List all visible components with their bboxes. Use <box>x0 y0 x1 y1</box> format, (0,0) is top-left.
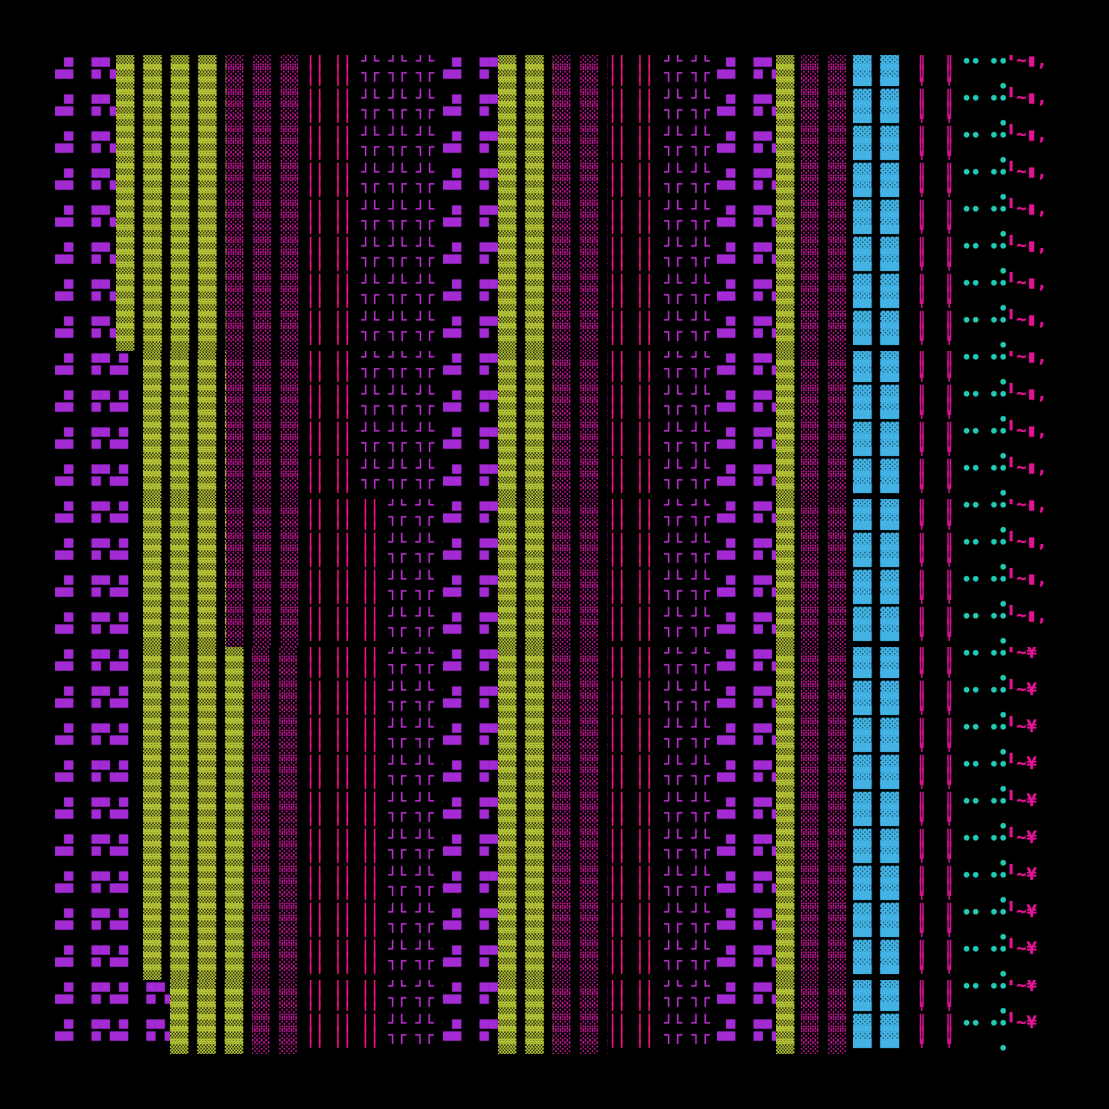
art-band-dither_blue: ▓▓ ▓▓ ▓▓ ▓▓ ▀▀ ▀▀ ▓▓ ▓▓ ▓▓ ▓▓ ▀▀ ▀▀ ▓▓ ▓… <box>853 647 899 980</box>
art-band-bars_single: ││ ││ ││ ││ ││ ││ ╵╵ ╵╵ ╵╵ ││ ││ ││ ││ │… <box>306 647 380 980</box>
art-band-bars_single: ││ ││ │ ││ ││ │ ╵╵ ╵╵ ╵ ││ ││ │ ││ ││ │ … <box>608 351 664 499</box>
art-band-crosses: ┘└ ┘└ ┘└ ┐┌ ┐┌ ┐┌ ┘└ ┘└ ┘└ ┐┌ ┐┌ ┐┌ ┘└ ┘… <box>361 351 435 490</box>
art-band-dither_sparse: ░░ ░░ ░░ ░░ ░░ ░░ ░░ ░░ ░░ ░░ ░░ ░░ ░░ ░… <box>226 55 300 351</box>
art-band-checker: ■ ■■ ■■ ■ ■ ■ ■ ■ ■ ■ ■ ■ ■ ■■ ■ ■ ■ ■ ■ ■ ■… <box>443 351 498 490</box>
art-band-dither_sparse: ░░ ░░ ░ ░░ ░░ ░ ░░ ░░ ░ ░░ ░░ ░ ░░ ░░ ░ … <box>553 647 608 980</box>
art-band-dither_sparse: ░░ ░░ ░░ ░░ ░░ ░░ ░░ ░░ ░░ ░░ ░░ ░░ ░░ ░… <box>226 351 300 499</box>
art-band-crosses: ┘└ ┘└ ┐┌ ┐┌ ┘└ ┘└ ┐┌ ┐┌ ┘└ ┘└ ┐┌ ┐┌ ┘└ ┘… <box>664 55 710 342</box>
art-band-tilde_a: ╹~▮, ╹~▮, ╹~▮, ╹~▮, ╹~▮, ╹~▮, ╹~▮, ╹~▮, <box>1006 55 1047 330</box>
art-band-bars_double: ║ ║ ║ ║ ╵ ╵ ║ ║ ║ ║ ╵ ╵ <box>917 980 954 1054</box>
art-band-checker: ■ ■■ ■■ ■ ■ ■ ■ ■ ■ ■ ■ ■ ■ ■■ ■ ■ ■ ■ ■ ■ ■… <box>443 499 498 638</box>
art-band-dither_blue: ▓▓ ▓▓ ▓▓ ▓▓ ▀▀ ▀▀ ▓▓ ▓▓ ▓▓ ▓▓ ▀▀ ▀▀ ▓▓ ▓… <box>853 351 899 499</box>
art-band-checker: ■ ■■ ■■ ■ ■ ■ ■ ■ ■ ■ ■ ■ ■ ■■ ■ ■ ■ ■ ■ ■ ■… <box>717 499 776 638</box>
art-band-dither_yellow: ▒▒ ▒▒ ▒▒ ▒ ▒ ▒ ▒ ▒ ▒ ▒ ▒ ▒▒ ▒▒ ▒▒ ▒ ▒ ▒ ▒ ▒ ▒… <box>143 351 226 499</box>
art-band-bars_double: ║ ║ ║ ║ ╵ ╵ ║ ║ ║ ║ ╵ ╵ ║ ║ ║ ║ ╵ ╵ ║ ║ … <box>917 647 954 980</box>
art-band-crosses: ┘└ ┘└ ┐┌ ┐┌ ┘└ ┘└ ┐┌ ┐┌ ┘└ ┘└ ┐┌ ┐┌ ┘└ ┘… <box>664 499 710 638</box>
art-band-checker: ■ ■■ ■ ■■ ■■ ■ ■■ ■ ■ ■ ■ ■ ■ ■ ■ ■ ■ ■ ■ ■ … <box>55 980 170 1045</box>
art-band-dither_yellow: ▒▒ ▒▒ ▒▒ ▒▒ ▒ ▒ ▒ ▒ ▒ ▒ ▒ ▒ ▒ ▒ ▒▒ ▒▒ ▒▒ ▒▒ … <box>116 55 226 351</box>
art-band-bars_single: ││ ││ │ ││ ││ │ ╵╵ ╵╵ ╵ ││ ││ │ ││ ││ │ … <box>306 55 361 351</box>
art-band-tilde_b: ╹~¥ ╹~¥ <box>1006 980 1037 1033</box>
art-band-dither_sparse: ░░ ░░ ░░ ░░ ░░ ░░ ░░ ░░ ░░ ░░ ░░ ░░ ░░ ░… <box>801 499 847 647</box>
art-band-bars_single: ││ ││ │ ││ ││ │ ╵╵ ╵╵ ╵ ││ ││ │ ││ ││ │ … <box>608 980 664 1054</box>
art-band-crosses: ┘└ ┘└ ┘ ┐┌ ┐┌ ┐ ┘└ ┘└ ┘ ┐┌ ┐┌ ┐ ┘└ ┘└ ┘ … <box>388 647 443 971</box>
art-band-checker: ■ ■■ ■ ■■ ■ ■■ ■ ■■ ■ ■■ ■ ■■ ■ ■■ ■ ■■ … <box>55 499 129 638</box>
art-band-bars_double: ║ ║ ║ ║ ╵ ╵ ║ ║ ║ ║ ╵ ╵ ║ ║ ║ ║ ╵ ╵ ║ ║ … <box>917 499 954 647</box>
art-band-checker: ■ ■■ ■ ■■ ■ ■■ ■ ■■ ■ ■■ ■ ■■ ■ ■■ ■ ■■ … <box>55 647 129 971</box>
art-band-dither_yellow: ▒▒ ▒▒ ▒ ▒▒ ▒▒ ▒ ▒▒ ▒▒ ▒ ▒▒ ▒▒ ▒ ▒▒ ▒▒ ▒ … <box>498 499 553 647</box>
art-band-dither_sparse: ░░ ░░ ░░ ░░ ░░ ░░ ░░ ░░ ░░ ░░ ░░ ░░ <box>252 980 298 1054</box>
art-band-dither_sparse: ░░ ░░ ░░ ░░ ░░ ░░ ░░ ░░ ░░ ░░ ░░ ░░ ░░ ░… <box>801 647 847 980</box>
art-band-dots: ∙∙ ∙∙ ∙ ∙∙ ∙∙ ∙ ∙∙ ∙∙ ∙ ∙∙ ∙∙ ∙ <box>962 351 1006 499</box>
art-band-bars_single: ││ ││ │ ││ ││ │ ╵╵ ╵╵ ╵ ││ ││ │ ││ ││ │ … <box>608 647 664 980</box>
art-band-dither_sparse: ░░ ░░ ░░ ░░ ░░ ░░ ░░ ░░ ░░ ░░ ░░ ░░ ░░ ░… <box>801 55 847 351</box>
art-band-dither_sparse: ░░ ░░ ░░ ░░ ░░ ░░ ░░ ░░ ░░ ░░ ░░ ░░ ░░ ░… <box>226 499 300 647</box>
art-band-dither_sparse: ░░ ░░ ░░ ░░ ░░ ░░ ░░ ░░ ░░ ░░ ░░ ░░ ░░ ░… <box>252 647 298 980</box>
art-band-bars_double: ║ ║ ║ ║ ╵ ╵ ║ ║ ║ ║ ╵ ╵ ║ ║ ║ ║ ╵ ╵ ║ ║ … <box>917 351 954 499</box>
art-band-dither_yellow: ▒▒ ▒▒ ▒▒ ▒▒ ▒▒ ▒▒ ▒▒ ▒▒ ▒▒ ▒▒ ▒▒ ▒▒ <box>776 499 795 647</box>
art-band-checker: ■ ■■ ■■ ■ ■ ■ ■■ ■■ ■ ■ <box>443 980 498 1045</box>
art-band-dots: ∙∙ ∙∙ ∙ ∙ ∙ ∙ ∙ ∙ ∙∙ ∙∙ ∙ ∙ ∙ ∙ ∙ ∙ ∙∙ ∙∙ ∙ … <box>962 647 1006 980</box>
art-band-checker: ■ ■■ ■■ ■ ■ ■ ■ ■ ■ ■ ■ ■ ■ ■■ ■ ■ ■ ■ ■ ■ ■… <box>717 351 776 490</box>
art-band-crosses: ┘└ ┘└ ┘ ┐┌ ┐┌ ┐ ┘└ ┘└ ┘ ┐┌ ┐┌ ┐ ┘└ ┘└ ┘ … <box>388 499 443 638</box>
art-band-crosses: ┘└ ┘└ ┘└ ┐┌ ┐┌ ┐┌ ┘└ ┘└ ┘└ ┐┌ ┐┌ ┐┌ ┘└ ┘… <box>361 55 435 342</box>
art-band-dither_sparse: ░░ ░░ ░ ░░ ░░ ░ ░░ ░░ ░ ░░ ░░ ░ ░░ ░░ ░ … <box>553 351 608 499</box>
art-band-dither_yellow: ▒▒ ▒▒ ▒ ▒▒ ▒▒ ▒ ▒▒ ▒▒ ▒ ▒▒ ▒▒ ▒ ▒▒ ▒▒ ▒ … <box>498 55 553 351</box>
art-band-dither_yellow: ▒▒ ▒▒ ▒▒ ▒▒ ▒▒ ▒▒ ▒▒ ▒▒ ▒▒ ▒▒ ▒▒ ▒▒ ▒▒ ▒… <box>776 647 795 980</box>
art-band-dither_yellow: ▒▒ ▒▒ ▒▒ ▒▒ ▒▒ ▒▒ ▒▒ ▒▒ ▒▒ ▒▒ ▒▒ ▒▒ ▒▒ ▒… <box>776 55 795 351</box>
art-band-tilde_b: ╹~¥ ╹~¥ ╹~¥ ╹~¥ ╹~¥ ╹~¥ ╹~¥ ╹~¥ ╹~¥ <box>1006 647 1037 959</box>
art-band-dither_yellow: ▒▒ ▒▒ ▒ ▒▒ ▒▒ ▒ ▒▒ ▒▒ ▒ ▒▒ ▒▒ ▒ ▒▒ ▒▒ ▒ … <box>498 980 553 1054</box>
art-band-crosses: ┘└ ┘└ ┐┌ ┐┌ ┘└ ┘└ ┐┌ ┐┌ <box>664 980 710 1045</box>
art-band-bars_single: ││ ││ │ ││ ││ │ ╵╵ ╵╵ ╵ ││ ││ │ ││ ││ │ … <box>608 55 664 351</box>
art-band-dither_blue: ▓▓ ▓▓ ▓▓ ▓▓ ▀▀ ▀▀ ▓▓ ▓▓ ▓▓ ▓▓ ▀▀ ▀▀ ▓▓ ▓… <box>853 499 899 647</box>
art-band-dither_yellow: ▒▒ ▒▒ ▒▒ ▒▒ ▒▒ ▒▒ ▒▒ ▒▒ ▒▒ ▒▒ ▒▒ ▒▒ ▒▒ ▒… <box>143 647 244 980</box>
art-band-checker: ■ ■■ ■■ ■ ■ ■ ■ ■ ■ ■ ■ ■ ■ ■■ ■ ■ ■ ■ ■ ■ ■… <box>443 55 498 342</box>
art-band-crosses: ┘└ ┘└ ┘ ┐┌ ┐┌ ┐ ┘└ ┘└ ┘ ┐┌ ┐┌ ┐ <box>388 980 443 1045</box>
art-band-dither_yellow: ▒▒ ▒▒ ▒▒ ▒ ▒ ▒ ▒ ▒ ▒ ▒ ▒ ▒▒ ▒▒ ▒▒ ▒ ▒ ▒ ▒ ▒ ▒… <box>143 499 226 647</box>
art-band-checker: ■ ■■ ■ ■■ ■ ■■ ■ ■■ ■ ■■ ■ ■■ ■ ■■ ■ ■■ … <box>55 351 129 490</box>
art-band-tilde_a: ╹~▮, ╹~▮, ╹~▮, ╹~▮, <box>1006 351 1047 478</box>
art-band-dither_sparse: ░░ ░░ ░ ░░ ░░ ░ ░░ ░░ ░ ░░ ░░ ░ ░░ ░░ ░ … <box>553 55 608 351</box>
art-band-dither_sparse: ░░ ░░ ░ ░░ ░░ ░ ░░ ░░ ░ ░░ ░░ ░ ░░ ░░ ░ … <box>553 499 608 647</box>
art-band-bars_double: ║ ║ ║ ║ ╵ ╵ ║ ║ ║ ║ ╵ ╵ ║ ║ ║ ║ ╵ ╵ ║ ║ … <box>917 55 954 351</box>
art-band-checker: ■ ■■ ■■ ■ ■ ■ ■■ ■■ ■ ■ <box>717 980 776 1045</box>
art-band-bars_single: ││ ││ ││ ││ ││ ││ ╵╵ ╵╵ ╵╵ ││ ││ ││ ││ │… <box>306 980 380 1054</box>
art-band-dither_blue: ▓▓ ▓▓ ▓▓ ▓▓ ▀▀ ▀▀ ▓▓ ▓▓ ▓▓ ▓▓ ▀▀ ▀▀ <box>853 980 899 1054</box>
art-band-dots: ∙∙ ∙∙ ∙ ∙∙ ∙∙ ∙ <box>962 980 1006 1054</box>
art-band-bars_single: ││ ││ ││ ││ ││ ││ ╵╵ ╵╵ ╵╵ ││ ││ ││ ││ │… <box>306 499 380 647</box>
art-band-dither_yellow: ▒▒ ▒▒ ▒▒ ▒▒ ▒▒ ▒▒ <box>776 980 795 1054</box>
art-band-tilde_a: ╹~▮, ╹~▮, ╹~▮, ╹~▮, <box>1006 499 1047 626</box>
art-band-dither_sparse: ░░ ░░ ░░ ░░ ░░ ░░ ░░ ░░ ░░ ░░ ░░ ░░ ░░ ░… <box>801 351 847 499</box>
art-band-checker: ■ ■■ ■■ ■ ■ ■ ■ ■ ■ ■ ■ ■ ■ ■■ ■ ■ ■ ■ ■ ■ ■… <box>717 647 776 971</box>
art-band-checker: ■ ■■ ■■ ■ ■ ■ ■ ■ ■ ■ ■ ■ ■ ■■ ■ ■ ■ ■ ■ ■ ■… <box>55 55 116 342</box>
art-band-dither_sparse: ░░ ░░ ░ ░░ ░░ ░ ░░ ░░ ░ ░░ ░░ ░ ░░ ░░ ░ … <box>553 980 608 1054</box>
art-band-dither_yellow: ▒▒ ▒▒ ▒ ▒▒ ▒▒ ▒ ▒▒ ▒▒ ▒ ▒▒ ▒▒ ▒ ▒▒ ▒▒ ▒ … <box>498 351 553 499</box>
art-band-dither_sparse: ░░ ░░ ░░ ░░ ░░ ░░ ░░ ░░ ░░ ░░ ░░ ░░ <box>801 980 847 1054</box>
art-band-dots: ∙∙ ∙∙ ∙ ∙ ∙ ∙ ∙ ∙ ∙∙ ∙∙ ∙ ∙ ∙ ∙ ∙ ∙ ∙∙ ∙∙ ∙ … <box>962 55 1006 351</box>
art-band-crosses: ┘└ ┘└ ┐┌ ┐┌ ┘└ ┘└ ┐┌ ┐┌ ┘└ ┘└ ┐┌ ┐┌ ┘└ ┘… <box>664 351 710 490</box>
art-band-crosses: ┘└ ┘└ ┐┌ ┐┌ ┘└ ┘└ ┐┌ ┐┌ ┘└ ┘└ ┐┌ ┐┌ ┘└ ┘… <box>664 647 710 971</box>
art-band-dither_yellow: ▒▒ ▒▒ ▒ ▒▒ ▒▒ ▒ ▒▒ ▒▒ ▒ ▒▒ ▒▒ ▒ ▒▒ ▒▒ ▒ … <box>498 647 553 980</box>
art-band-checker: ■ ■■ ■■ ■ ■ ■ ■ ■ ■ ■ ■ ■ ■ ■■ ■ ■ ■ ■ ■ ■ ■… <box>443 647 498 971</box>
art-band-bars_single: ││ ││ │ ││ ││ │ ╵╵ ╵╵ ╵ ││ ││ │ ││ ││ │ … <box>608 499 664 647</box>
art-band-dither_yellow: ▒▒ ▒▒ ▒▒ ▒▒ ▒▒ ▒▒ ▒▒ ▒▒ ▒▒ ▒▒ ▒▒ ▒▒ <box>776 351 795 499</box>
art-band-dither_blue: ▓▓ ▓▓ ▓▓ ▓▓ ▀▀ ▀▀ ▓▓ ▓▓ ▓▓ ▓▓ ▀▀ ▀▀ ▓▓ ▓… <box>853 55 899 351</box>
art-band-dots: ∙∙ ∙∙ ∙ ∙∙ ∙∙ ∙ ∙∙ ∙∙ ∙ ∙∙ ∙∙ ∙ <box>962 499 1006 647</box>
art-band-checker: ■ ■■ ■■ ■ ■ ■ ■ ■ ■ ■ ■ ■ ■ ■■ ■ ■ ■ ■ ■ ■ ■… <box>717 55 776 342</box>
art-band-bars_single: ││ ││ │ ││ ││ │ ╵╵ ╵╵ ╵ ││ ││ │ ││ ││ │ … <box>306 351 361 499</box>
art-band-dither_yellow: ▒▒ ▒▒ ▒▒ ▒▒ ▒▒ ▒▒ ▒▒ ▒▒ ▒▒ ▒▒ ▒▒ ▒▒ ▒▒ ▒… <box>170 980 244 1054</box>
